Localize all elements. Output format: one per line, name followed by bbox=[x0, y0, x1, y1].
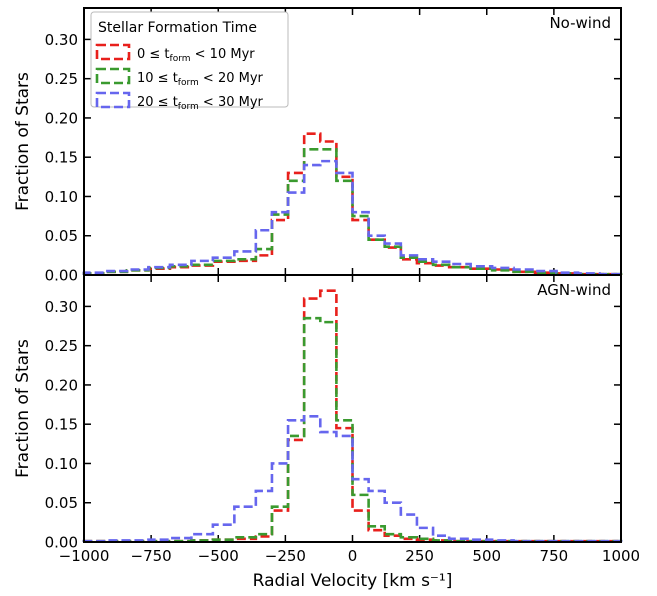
x-tick-label: −750 bbox=[131, 547, 172, 565]
legend-label: 10 ≤ tform < 20 Myr bbox=[137, 71, 264, 88]
legend: Stellar Formation Time 0 ≤ tform < 10 My… bbox=[90, 11, 289, 112]
y-tick-label: 0.20 bbox=[45, 376, 78, 394]
legend-title: Stellar Formation Time bbox=[98, 20, 257, 36]
legend-box bbox=[90, 11, 289, 108]
x-tick-label: 500 bbox=[472, 547, 501, 565]
y-tick-label: 0.05 bbox=[45, 494, 78, 512]
x-tick-label: −500 bbox=[198, 547, 239, 565]
bottom-panel-x-ticks: −1000 −750 −500 −250 0 250 500 750 1000 bbox=[59, 275, 640, 565]
y-tick-label: 0.25 bbox=[45, 70, 78, 88]
legend-swatch bbox=[95, 43, 131, 61]
top-panel-y-axis-label: Fraction of Stars bbox=[13, 72, 33, 211]
top-panel: 0.00 0.05 0.10 0.15 0.20 0.25 0.30 No-wind Fra… bbox=[13, 7, 623, 285]
top-panel-series bbox=[82, 132, 623, 276]
y-tick-label: 0.15 bbox=[45, 416, 78, 434]
histogram-series-1 bbox=[82, 316, 623, 543]
y-tick-label: 0.10 bbox=[45, 455, 78, 473]
y-tick-label: 0.20 bbox=[45, 109, 78, 127]
histogram-series-2 bbox=[82, 415, 623, 543]
y-tick-label: 0.15 bbox=[45, 149, 78, 167]
bottom-panel-y-axis-label: Fraction of Stars bbox=[13, 339, 33, 478]
y-tick-label: 0.25 bbox=[45, 337, 78, 355]
x-tick-label: −250 bbox=[265, 547, 306, 565]
top-panel-label: No-wind bbox=[549, 14, 611, 32]
y-tick-label: 0.05 bbox=[45, 227, 78, 245]
x-tick-label: 1000 bbox=[602, 547, 640, 565]
bottom-panel-frame bbox=[83, 274, 622, 543]
legend-swatch bbox=[95, 67, 131, 85]
legend-label: 20 ≤ tform < 30 Myr bbox=[137, 95, 264, 112]
legend-swatch bbox=[95, 91, 131, 109]
legend-entries: 0 ≤ tform < 10 Myr 10 ≤ tform < 20 Myr 20 … bbox=[95, 43, 264, 112]
y-tick-label: 0.00 bbox=[45, 267, 78, 285]
y-tick-label: 0.30 bbox=[45, 298, 78, 316]
x-tick-label: 0 bbox=[348, 547, 358, 565]
y-tick-label: 0.10 bbox=[45, 188, 78, 206]
legend-label: 0 ≤ tform < 10 Myr bbox=[137, 47, 255, 64]
histogram-series-0 bbox=[82, 289, 623, 543]
x-tick-label: 750 bbox=[540, 547, 569, 565]
bottom-panel-label: AGN-wind bbox=[537, 281, 611, 299]
bottom-panel-y-ticks: 0.00 0.05 0.10 0.15 0.20 0.25 0.30 bbox=[45, 298, 621, 552]
top-panel-y-ticks: 0.00 0.05 0.10 0.15 0.20 0.25 0.30 bbox=[45, 31, 621, 285]
y-tick-label: 0.00 bbox=[45, 534, 78, 552]
x-tick-label: 250 bbox=[405, 547, 434, 565]
histogram-series-2 bbox=[82, 159, 623, 276]
y-tick-label: 0.30 bbox=[45, 31, 78, 49]
x-tick-label: −1000 bbox=[59, 547, 110, 565]
bottom-panel-series bbox=[82, 289, 623, 543]
x-axis-label: Radial Velocity [km s⁻¹] bbox=[253, 571, 453, 591]
bottom-panel: 0.00 0.05 0.10 0.15 0.20 0.25 0.30 −1000 −750 −5… bbox=[13, 274, 640, 565]
